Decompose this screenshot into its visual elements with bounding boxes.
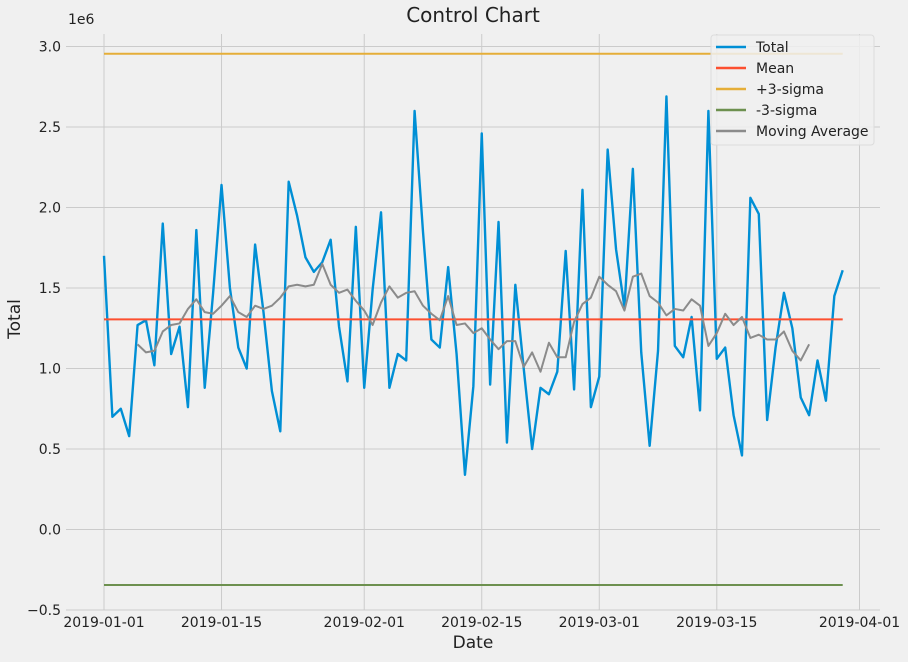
tick-labels: 2019-01-01 2019-01-15 2019-02-01 2019-02-15… (27, 40, 900, 632)
y-tick-label: 2.0 (39, 201, 61, 217)
legend-label-mean: Mean (756, 61, 794, 77)
total-series-line (102, 95, 844, 476)
x-tick-label: 2019-02-01 (324, 615, 405, 631)
y-tick-label: 0.0 (39, 523, 61, 539)
y-tick-label: −0.5 (27, 603, 61, 619)
y-tick-label: 2.5 (39, 120, 61, 136)
legend: Total Mean +3-sigma -3-sigma Moving Average (710, 34, 875, 146)
x-tick-label: 2019-02-15 (441, 615, 522, 631)
series-layer (102, 52, 844, 587)
y-tick-label: 1.0 (39, 362, 61, 378)
x-tick-label: 2019-01-01 (63, 615, 144, 631)
legend-label-3-sigma: -3-sigma (756, 103, 817, 119)
x-tick-label: 2019-01-15 (181, 615, 262, 631)
y-tick-label: 0.5 (39, 442, 61, 458)
legend-label-moving-average: Moving Average (756, 124, 869, 140)
y-tick-label: 1.5 (39, 281, 61, 297)
moving-average-series-line (136, 262, 811, 373)
y-offset-label: 1e6 (68, 12, 95, 28)
x-tick-label: 2019-03-15 (676, 615, 757, 631)
x-tick-label: 2019-03-01 (559, 615, 640, 631)
legend-label-3-sigma: +3-sigma (756, 82, 824, 98)
y-tick-label: 3.0 (39, 40, 61, 56)
legend-label-total: Total (755, 40, 789, 56)
y-axis-title: Total (5, 299, 25, 340)
chart-title: Control Chart (406, 3, 540, 27)
x-axis-title: Date (453, 633, 494, 653)
x-tick-label: 2019-04-01 (819, 615, 900, 631)
legend-box (710, 34, 875, 146)
